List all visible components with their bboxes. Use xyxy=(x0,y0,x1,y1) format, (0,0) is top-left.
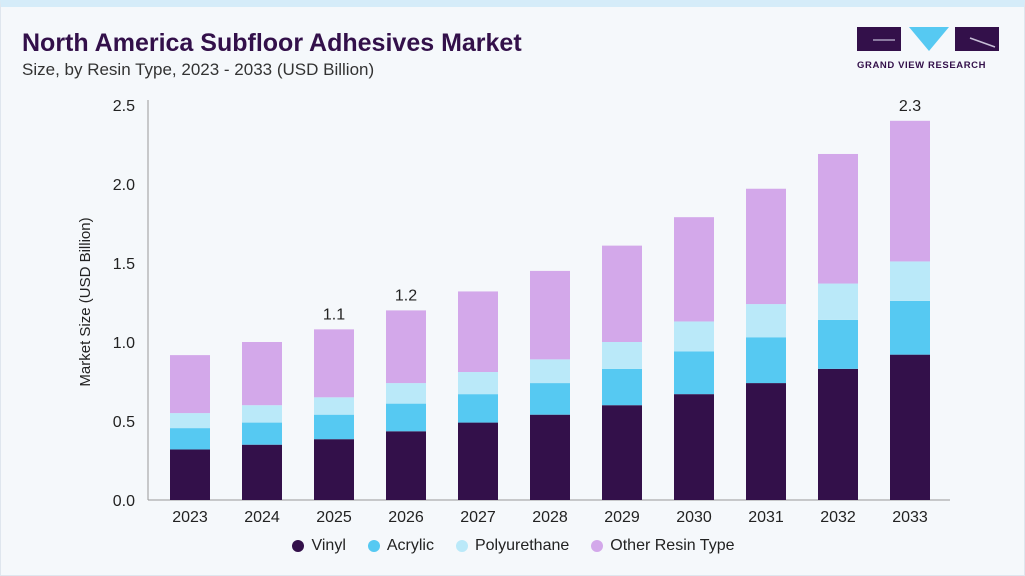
data-label: 1.2 xyxy=(395,287,417,304)
bar-acrylic-2029 xyxy=(602,368,642,406)
bar-acrylic-2028 xyxy=(530,383,570,415)
bar-vinyl-2028 xyxy=(530,414,570,500)
bar-acrylic-2027 xyxy=(458,394,498,423)
bar-polyurethane-2025 xyxy=(314,397,354,415)
legend-item: Vinyl xyxy=(292,537,346,555)
legend-swatch xyxy=(367,540,380,552)
bar-vinyl-2023 xyxy=(170,449,210,500)
bar-other-resin-type-2032 xyxy=(818,153,858,284)
bar-polyurethane-2030 xyxy=(674,321,714,352)
bar-vinyl-2029 xyxy=(602,405,642,500)
legend-item: Acrylic xyxy=(367,537,434,555)
bar-polyurethane-2033 xyxy=(890,261,930,301)
bar-other-resin-type-2030 xyxy=(674,217,714,322)
chart-title: North America Subfloor Adhesives Market xyxy=(22,29,522,57)
bar-acrylic-2030 xyxy=(674,351,714,395)
y-tick-label: 2.0 xyxy=(113,177,135,194)
bar-other-resin-type-2023 xyxy=(170,355,210,414)
bar-polyurethane-2026 xyxy=(386,383,426,404)
y-tick-label: 1.0 xyxy=(113,335,135,352)
bar-polyurethane-2023 xyxy=(170,413,210,429)
y-axis-label: Market Size (USD Billion) xyxy=(77,217,94,386)
bar-acrylic-2026 xyxy=(386,403,426,432)
x-tick-label: 2026 xyxy=(388,509,424,526)
bar-vinyl-2033 xyxy=(890,354,930,500)
logo-text: GRAND VIEW RESEARCH xyxy=(857,60,987,71)
bar-vinyl-2024 xyxy=(242,444,282,500)
x-tick-label: 2024 xyxy=(244,509,280,526)
bar-other-resin-type-2028 xyxy=(530,270,570,360)
bar-vinyl-2032 xyxy=(818,368,858,500)
bar-acrylic-2031 xyxy=(746,337,786,384)
y-tick-label: 2.5 xyxy=(113,98,135,115)
bar-acrylic-2024 xyxy=(242,422,282,445)
x-tick-label: 2030 xyxy=(676,509,712,526)
chart-subtitle: Size, by Resin Type, 2023 - 2033 (USD Bi… xyxy=(22,60,375,79)
bar-other-resin-type-2029 xyxy=(602,245,642,342)
x-tick-label: 2023 xyxy=(172,509,208,526)
legend-item: Other Resin Type xyxy=(591,537,735,555)
bar-other-resin-type-2026 xyxy=(386,310,426,384)
legend-label: Polyurethane xyxy=(474,537,570,554)
bar-vinyl-2025 xyxy=(314,439,354,500)
legend-label: Other Resin Type xyxy=(610,537,735,554)
x-tick-label: 2032 xyxy=(820,509,856,526)
legend-swatch xyxy=(292,540,305,552)
grand-view-research-logo: GRAND VIEW RESEARCH xyxy=(857,27,999,71)
x-tick-label: 2033 xyxy=(892,509,928,526)
bar-other-resin-type-2033 xyxy=(890,120,930,262)
legend: Vinyl Acrylic Polyurethane Other Resin Type xyxy=(1,537,1024,555)
bar-other-resin-type-2031 xyxy=(746,188,786,305)
bar-other-resin-type-2025 xyxy=(314,329,354,398)
y-tick-label: 0.0 xyxy=(113,493,135,510)
data-label: 1.1 xyxy=(323,306,345,323)
bar-vinyl-2030 xyxy=(674,394,714,500)
bar-acrylic-2023 xyxy=(170,428,210,450)
x-tick-label: 2028 xyxy=(532,509,568,526)
x-tick-label: 2025 xyxy=(316,509,352,526)
legend-swatch xyxy=(455,540,468,552)
bar-acrylic-2025 xyxy=(314,414,354,440)
bar-other-resin-type-2024 xyxy=(242,342,282,406)
x-tick-label: 2027 xyxy=(460,509,496,526)
y-tick-label: 1.5 xyxy=(113,256,135,273)
legend-item: Polyurethane xyxy=(455,537,570,555)
x-tick-label: 2029 xyxy=(604,509,640,526)
gvr-logo-icon xyxy=(857,27,999,51)
bar-vinyl-2026 xyxy=(386,431,426,500)
bar-polyurethane-2029 xyxy=(602,342,642,369)
bar-vinyl-2027 xyxy=(458,422,498,500)
bar-vinyl-2031 xyxy=(746,383,786,500)
bar-polyurethane-2028 xyxy=(530,359,570,384)
x-tick-label: 2031 xyxy=(748,509,784,526)
bar-acrylic-2032 xyxy=(818,319,858,369)
legend-label: Vinyl xyxy=(311,537,346,554)
bar-polyurethane-2024 xyxy=(242,405,282,423)
bar-polyurethane-2031 xyxy=(746,304,786,338)
legend-swatch xyxy=(591,540,604,552)
bar-polyurethane-2027 xyxy=(458,372,498,395)
bar-other-resin-type-2027 xyxy=(458,291,498,373)
data-label: 2.3 xyxy=(899,98,921,115)
bar-acrylic-2033 xyxy=(890,300,930,355)
bar-polyurethane-2032 xyxy=(818,283,858,320)
y-tick-label: 0.5 xyxy=(113,414,135,431)
legend-label: Acrylic xyxy=(386,537,434,554)
